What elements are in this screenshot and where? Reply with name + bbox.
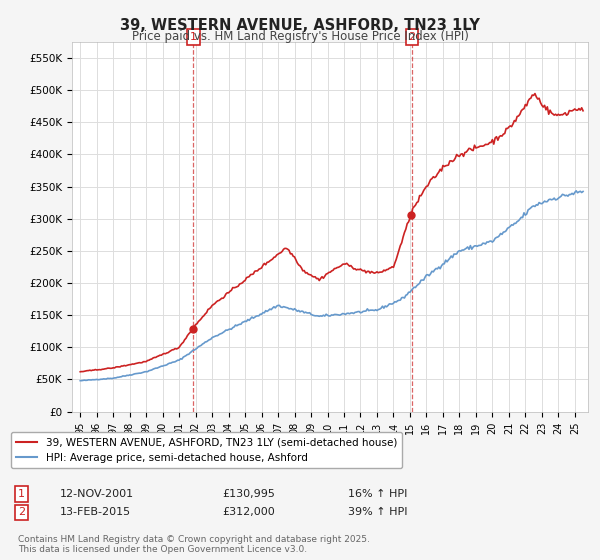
Text: 1: 1: [18, 489, 25, 499]
Text: 2: 2: [409, 32, 415, 42]
Text: Price paid vs. HM Land Registry's House Price Index (HPI): Price paid vs. HM Land Registry's House …: [131, 30, 469, 43]
Text: 13-FEB-2015: 13-FEB-2015: [60, 507, 131, 517]
Text: £312,000: £312,000: [222, 507, 275, 517]
Text: 12-NOV-2001: 12-NOV-2001: [60, 489, 134, 499]
Text: £130,995: £130,995: [222, 489, 275, 499]
Text: 39% ↑ HPI: 39% ↑ HPI: [348, 507, 407, 517]
Legend: 39, WESTERN AVENUE, ASHFORD, TN23 1LY (semi-detached house), HPI: Average price,: 39, WESTERN AVENUE, ASHFORD, TN23 1LY (s…: [11, 432, 402, 468]
Text: Contains HM Land Registry data © Crown copyright and database right 2025.
This d: Contains HM Land Registry data © Crown c…: [18, 535, 370, 554]
Text: 2: 2: [18, 507, 25, 517]
Text: 39, WESTERN AVENUE, ASHFORD, TN23 1LY: 39, WESTERN AVENUE, ASHFORD, TN23 1LY: [120, 18, 480, 33]
Text: 1: 1: [190, 32, 197, 42]
Text: 16% ↑ HPI: 16% ↑ HPI: [348, 489, 407, 499]
